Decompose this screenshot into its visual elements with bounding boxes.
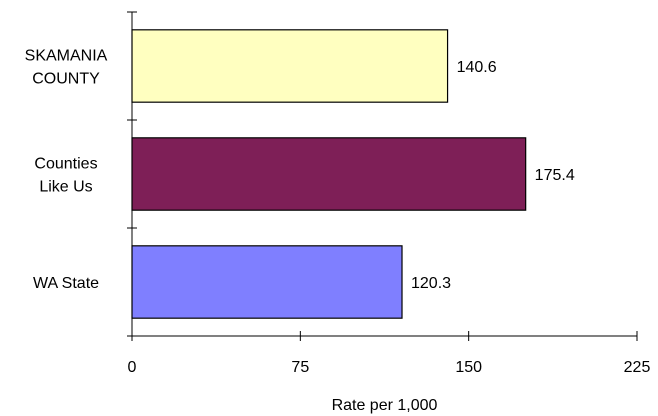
bar (131, 137, 527, 211)
x-tick-label: 75 (291, 359, 309, 376)
category-label: Counties Like Us (34, 156, 97, 196)
bar-value-label: 140.6 (457, 59, 497, 76)
x-tick-label: 225 (624, 359, 651, 376)
x-axis-title: Rate per 1,000 (332, 397, 438, 414)
labels-group: 140.6 SKAMANIA COUNTY 175.4 Counties Like Us 1… (25, 48, 651, 377)
x-tick-label: 150 (455, 359, 482, 376)
category-label: SKAMANIA COUNTY (25, 48, 108, 88)
bar-value-label: 120.3 (411, 275, 451, 292)
category-label: WA State (33, 275, 99, 292)
x-tick-label: 0 (128, 359, 137, 376)
bar (131, 245, 403, 319)
bars-group (131, 29, 527, 319)
bar-value-label: 175.4 (535, 167, 575, 184)
axes-group (131, 12, 637, 337)
ticks-group (127, 11, 638, 341)
bar (131, 29, 449, 103)
